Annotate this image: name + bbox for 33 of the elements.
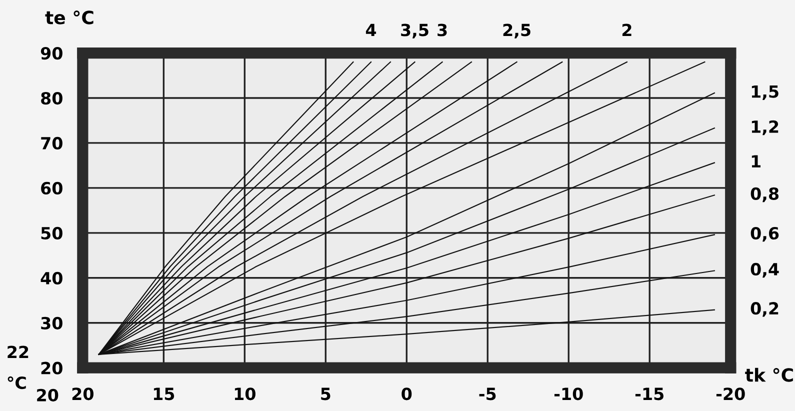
x-axis-title: tk °C: [745, 368, 793, 382]
x-tick-label: 10: [234, 388, 256, 400]
x-tick-label: 5: [321, 388, 330, 400]
x-tick-label: 0: [402, 388, 412, 400]
y-tick-label: 50: [41, 226, 62, 240]
text: 1,5: [752, 85, 778, 100]
x-tick-label: -5: [479, 388, 496, 400]
x-tick-label: -10: [554, 388, 583, 400]
text: 0,6: [750, 226, 779, 242]
x-tick-label: -20: [716, 388, 745, 400]
y-tick-label: 80: [41, 92, 62, 105]
series-label: 2: [622, 24, 632, 36]
text: 0,2: [750, 302, 778, 317]
y-tick-label: 90: [40, 46, 62, 60]
y-tick-label: 70: [41, 136, 62, 150]
y-axis-title: te °C: [45, 10, 94, 24]
y-tick-label: 30: [41, 316, 62, 330]
text: °C: [8, 376, 26, 390]
x-tick-label: 20: [72, 388, 94, 400]
text: 1,2: [752, 120, 778, 136]
series-label: 3,5: [401, 24, 428, 38]
text: 0,8: [750, 187, 779, 202]
x-tick-label: -15: [635, 388, 664, 400]
text: 22: [8, 346, 28, 358]
y-tick-label: 60: [41, 182, 62, 195]
series-label: 2,5: [503, 24, 530, 38]
series-label: 3: [438, 24, 447, 36]
y-tick-label: 40: [40, 272, 62, 284]
series-label: 4: [366, 24, 376, 36]
y-tick-label: 20: [41, 362, 62, 374]
text: 0,4: [750, 262, 779, 278]
x-tick-label: 15: [154, 388, 174, 400]
text: 1: [752, 155, 760, 168]
